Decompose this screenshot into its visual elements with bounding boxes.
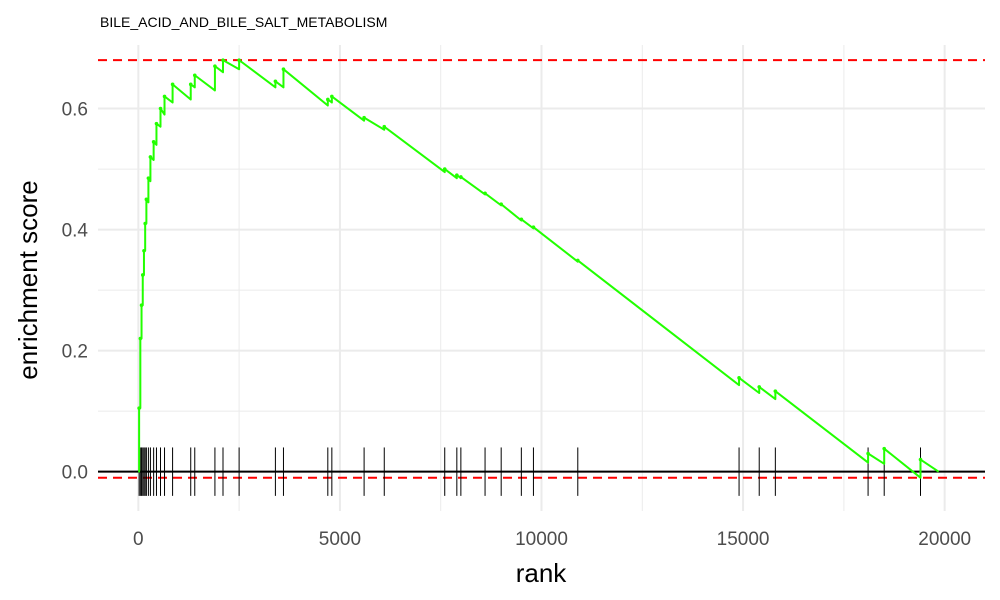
x-tick-label: 0 [133,529,144,550]
gene-hit-ticks [138,447,921,496]
enrichment-point [882,446,887,451]
enrichment-point [757,385,762,389]
enrichment-point [140,273,145,277]
chart-title: BILE_ACID_AND_BILE_SALT_METABOLISM [100,14,387,30]
y-tick-labels: 0.0 0.2 0.4 0.6 [62,100,89,484]
reference-lines [98,59,985,479]
enrichment-point [151,140,156,144]
enrichment-point [455,173,459,177]
y-tick-label: 0.0 [62,463,88,484]
enrichment-point [146,176,151,180]
enrichment-point [866,451,870,456]
enrichment-point [170,82,175,87]
grid-major-lines [98,45,985,511]
x-tick-label: 15000 [717,529,770,550]
enrichment-point [138,336,143,341]
enrichment-point [273,79,278,84]
enrichment-point [192,73,197,78]
enrichment-point [137,406,141,410]
x-tick-label: 20000 [918,529,971,550]
enrichment-point [162,94,167,99]
enrichment-point [142,248,146,253]
enrichment-point [459,175,463,179]
enrichment-point [281,67,286,72]
y-tick-label: 0.4 [62,221,89,242]
y-axis-title: enrichment score [13,180,43,379]
enrichment-point [737,376,741,380]
y-tick-label: 0.2 [62,342,88,363]
enrichment-point [326,97,330,102]
x-tick-label: 5000 [319,529,361,550]
enrichment-point [143,221,147,226]
x-tick-label: 10000 [515,529,568,550]
enrichment-point [148,155,153,159]
enrichment-point [139,303,144,308]
enrichment-score-line [138,59,940,479]
enrichment-point [158,106,163,111]
enrichment-point [221,58,225,62]
x-axis-title: rank [516,558,568,588]
enrichment-point [330,94,334,99]
enrichment-point [499,202,503,206]
enrichment-point [519,217,524,222]
enrichment-point [382,124,387,129]
enrichment-point [188,82,193,87]
enrichment-point [773,389,778,393]
enrichment-point [918,457,923,462]
enrichment-point [213,64,217,68]
x-tick-labels: 0 5000 10000 15000 20000 [133,529,971,550]
enrichment-point [237,58,241,62]
enrichment-curve [137,58,940,479]
enrichment-point [144,197,149,202]
enrichment-point [154,121,159,126]
enrichment-point [575,258,580,263]
enrichment-point [531,225,536,229]
y-tick-label: 0.6 [62,100,88,121]
enrichment-point [483,191,487,196]
enrichment-point [362,115,366,120]
enrichment-point [442,167,447,171]
